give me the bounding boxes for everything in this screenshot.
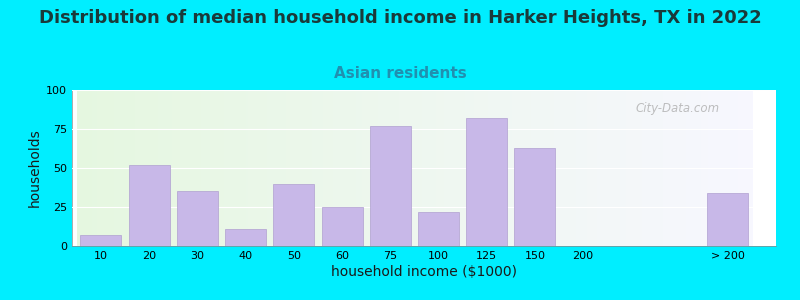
Bar [707,193,748,246]
Bar [225,229,266,246]
Bar [514,148,555,246]
X-axis label: household income ($1000): household income ($1000) [331,265,517,279]
Bar [322,207,362,246]
Bar [370,126,410,246]
Y-axis label: households: households [28,129,42,207]
Text: Distribution of median household income in Harker Heights, TX in 2022: Distribution of median household income … [38,9,762,27]
Bar [81,235,122,246]
Bar [177,191,218,246]
Bar [418,212,459,246]
Text: Asian residents: Asian residents [334,66,466,81]
Bar [274,184,314,246]
Bar [466,118,507,246]
Text: City-Data.com: City-Data.com [635,103,719,116]
Bar [129,165,170,246]
